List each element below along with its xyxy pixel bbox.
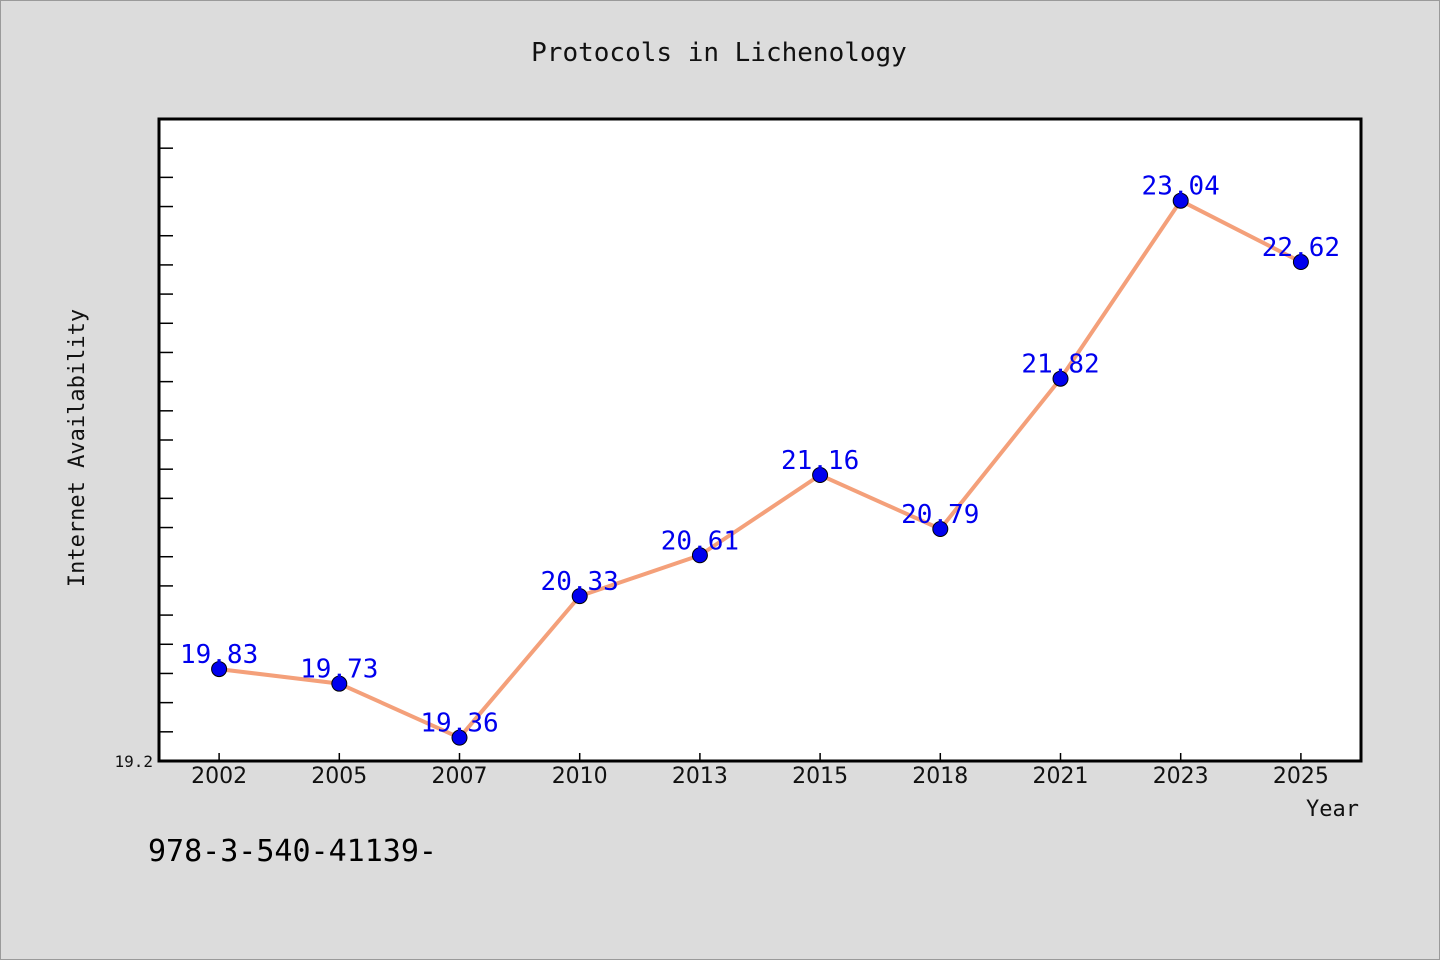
data-label: 21.82 xyxy=(1021,350,1099,380)
data-point xyxy=(691,547,708,564)
data-point xyxy=(451,729,468,746)
data-label: 19.36 xyxy=(420,709,498,739)
series-line xyxy=(218,198,1302,740)
data-point xyxy=(1292,253,1309,270)
x-tick-label: 2018 xyxy=(912,764,968,789)
data-label: 21.16 xyxy=(781,446,859,476)
x-tick-label: 2002 xyxy=(191,764,247,789)
data-label: 22.62 xyxy=(1262,233,1340,263)
x-axis: 2002 2005 2007 2010 2013 2015 2018 2021 2023 2025 xyxy=(191,753,1329,789)
y-tick-label: 19.2 xyxy=(114,752,153,771)
x-tick-label: 2021 xyxy=(1033,764,1089,789)
isbn-text: 978-3-540-41139- xyxy=(148,834,437,869)
data-label: 20.33 xyxy=(541,567,619,597)
chart-title: Protocols in Lichenology xyxy=(531,38,907,68)
data-label: 20.61 xyxy=(661,526,739,556)
x-axis-label: Year xyxy=(1306,797,1359,822)
x-tick-label: 2025 xyxy=(1273,764,1329,789)
x-tick-label: 2005 xyxy=(311,764,367,789)
x-tick-label: 2010 xyxy=(552,764,608,789)
y-tick-labels: 19.2 xyxy=(114,752,153,771)
x-tick-label: 2007 xyxy=(432,764,488,789)
data-point xyxy=(211,661,228,678)
data-point xyxy=(331,675,348,692)
data-label: 23.04 xyxy=(1142,172,1220,202)
data-label: 19.83 xyxy=(180,640,258,670)
data-labels: 19.83 19.73 19.36 20.33 20.61 21.16 20.79 21.82… xyxy=(180,172,1340,739)
x-tick-label: 2013 xyxy=(672,764,728,789)
data-point xyxy=(1172,192,1189,209)
data-point xyxy=(932,521,949,538)
data-point xyxy=(1052,370,1069,387)
data-point xyxy=(571,588,588,605)
series-markers xyxy=(211,192,1309,746)
y-axis-label: Internet Availability xyxy=(65,309,90,587)
plot-area xyxy=(157,117,1363,763)
data-point xyxy=(812,467,829,484)
y-axis-ticks xyxy=(159,147,173,733)
data-label: 19.73 xyxy=(300,655,378,685)
data-label: 20.79 xyxy=(901,500,979,530)
x-tick-label: 2015 xyxy=(792,764,848,789)
x-tick-label: 2023 xyxy=(1153,764,1209,789)
